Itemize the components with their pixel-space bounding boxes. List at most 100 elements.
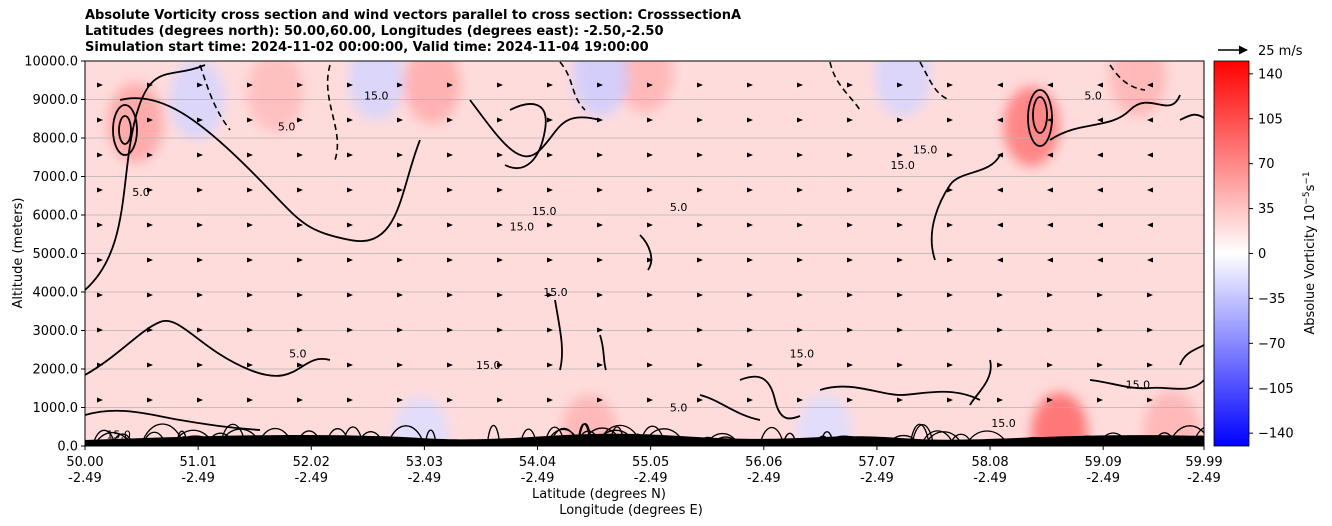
colorbar-ticks: 140 105 70 35 0 −35 −70 −105 −140: [1249, 67, 1294, 442]
y-axis-title: Altitude (meters): [11, 198, 26, 309]
wind-vector: [497, 152, 503, 158]
x-tick-label-longitude: -2.49: [1187, 471, 1221, 486]
wind-vector: [997, 397, 1003, 403]
wind-vector: [1047, 362, 1053, 368]
wind-vector: [847, 222, 853, 228]
wind-vector: [947, 222, 953, 228]
wind-vector: [897, 222, 903, 228]
negative-contour-lines: [199, 61, 1146, 161]
wind-vector: [797, 362, 803, 368]
wind-vector: [1047, 187, 1053, 193]
x-tick-label-latitude: 50.00: [66, 455, 103, 470]
vorticity-shading-blob: [393, 396, 450, 446]
contour-line: [554, 299, 563, 371]
wind-vector: [1097, 117, 1103, 123]
wind-vector: [447, 362, 453, 368]
contour-line: [119, 97, 421, 242]
wind-vector: [347, 397, 353, 403]
wind-vectors: [97, 82, 1153, 403]
wind-vector: [347, 117, 353, 123]
terrain-contour-cluster: [85, 423, 1204, 446]
wind-vector: [247, 82, 253, 88]
x-tick-label-latitude: 51.01: [180, 455, 217, 470]
wind-vector: [297, 397, 303, 403]
wind-vector: [247, 222, 253, 228]
wind-vector: [447, 187, 453, 193]
contour-line: [1179, 344, 1204, 366]
wind-vector: [997, 117, 1003, 123]
wind-vector: [947, 362, 953, 368]
wind-vector: [647, 82, 653, 88]
wind-vector: [547, 187, 553, 193]
colorbar-tick-label: 35: [1258, 202, 1275, 217]
wind-vector: [447, 292, 453, 298]
wind-vector: [547, 152, 553, 158]
wind-vector: [897, 362, 903, 368]
contour-label: 15.0: [991, 417, 1016, 430]
wind-vector: [97, 292, 103, 298]
wind-vector: [297, 222, 303, 228]
wind-vector: [697, 152, 703, 158]
wind-vector: [597, 257, 603, 263]
contour-line: [1032, 96, 1048, 134]
y-tick-label: 7000.0: [33, 170, 79, 185]
y-tick-label: 9000.0: [33, 93, 79, 108]
wind-vector: [747, 82, 753, 88]
wind-vector: [1047, 82, 1053, 88]
contour-label: 15.0: [510, 220, 535, 233]
x-tick-label-latitude: 55.05: [632, 455, 669, 470]
wind-vector: [447, 152, 453, 158]
vorticity-shading: [107, 61, 1200, 446]
wind-vector: [1147, 152, 1153, 158]
contour-label: 15.0: [1126, 378, 1151, 391]
wind-vector: [947, 117, 953, 123]
wind-vector: [747, 397, 753, 403]
wind-vector: [397, 222, 403, 228]
wind-vector: [297, 292, 303, 298]
wind-vector: [697, 397, 703, 403]
wind-vector: [447, 327, 453, 333]
contour-line: [85, 409, 261, 431]
wind-vector: [747, 362, 753, 368]
wind-vector: [1047, 257, 1053, 263]
vorticity-shading-blob: [874, 61, 931, 117]
contour-line: [639, 234, 653, 271]
wind-vector: [647, 257, 653, 263]
quiver-key-label: 25 m/s: [1258, 44, 1303, 59]
contour-line: [199, 64, 231, 131]
wind-vector: [347, 222, 353, 228]
x-axis-title-longitude: Longitude (degrees E): [559, 503, 703, 518]
wind-vector: [947, 397, 953, 403]
wind-vector: [197, 187, 203, 193]
wind-vector: [547, 222, 553, 228]
wind-vector: [847, 152, 853, 158]
wind-vector: [497, 327, 503, 333]
contour-line: [1089, 379, 1204, 390]
x-tick-label-latitude: 54.04: [519, 455, 556, 470]
wind-vector: [697, 117, 703, 123]
x-tick-label-latitude: 59.99: [1185, 455, 1222, 470]
wind-vector: [1147, 257, 1153, 263]
x-tick-label-longitude: -2.49: [181, 471, 215, 486]
wind-vector: [997, 187, 1003, 193]
vorticity-shading-blob: [247, 61, 304, 132]
wind-vector: [897, 397, 903, 403]
wind-vector: [797, 117, 803, 123]
wind-vector: [147, 292, 153, 298]
wind-vector: [997, 362, 1003, 368]
wind-vector: [847, 187, 853, 193]
wind-vector: [897, 327, 903, 333]
wind-vector: [547, 117, 553, 123]
wind-vector: [497, 187, 503, 193]
colorbar-tick-label: 0: [1258, 247, 1266, 262]
wind-vector: [747, 257, 753, 263]
wind-vector: [697, 187, 703, 193]
wind-vector: [597, 292, 603, 298]
colorbar-tick-label: −35: [1258, 292, 1285, 307]
wind-vector: [297, 257, 303, 263]
y-tick-label: 6000.0: [33, 209, 79, 224]
x-tick-label-latitude: 58.08: [971, 455, 1008, 470]
wind-vector: [397, 292, 403, 298]
y-tick-label: 2000.0: [33, 363, 79, 378]
wind-vector: [647, 117, 653, 123]
